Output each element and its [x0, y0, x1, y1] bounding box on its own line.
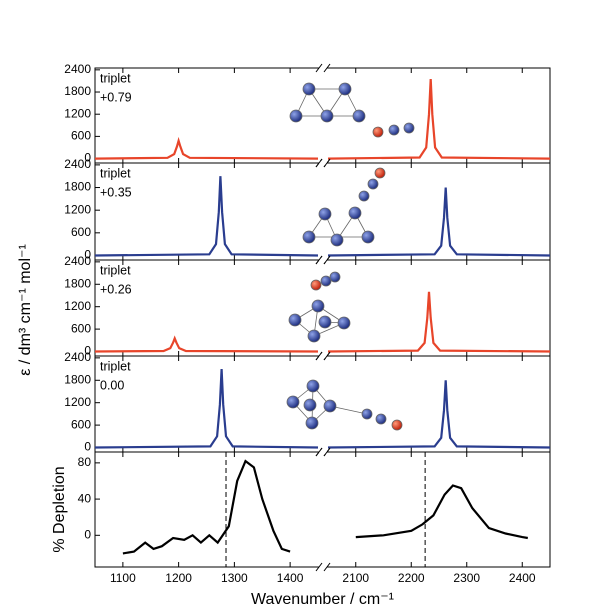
- y-tick-label: 0: [84, 440, 91, 454]
- panel-label: triplet: [100, 166, 131, 180]
- spectrum-line: [94, 369, 551, 449]
- panel-sublabel: 0.00: [100, 378, 124, 392]
- y-tick-label: 600: [71, 321, 91, 335]
- x-tick-label: 2200: [398, 571, 425, 585]
- y-tick-label: 600: [71, 417, 91, 431]
- y-axis-title: % Depletion: [51, 466, 68, 552]
- y-tick-label: 0: [84, 248, 91, 262]
- spectrum-line: [94, 291, 551, 353]
- y-tick-label: 0: [84, 151, 91, 165]
- panel-frame: [94, 451, 551, 568]
- y-tick-label: 1800: [64, 276, 91, 290]
- axis-break-gap: [319, 161, 327, 165]
- panel-sublabel: +0.26: [100, 282, 132, 296]
- y-tick-label: 2400: [64, 157, 91, 171]
- axis-break: [315, 447, 323, 457]
- axis-break-gap: [319, 258, 327, 262]
- x-tick-label: 2400: [509, 571, 536, 585]
- x-tick-label: 1400: [277, 571, 304, 585]
- axis-break: [315, 351, 323, 361]
- y-tick-label: 40: [78, 491, 92, 505]
- y-tick-label: 1200: [64, 106, 91, 120]
- x-tick-label: 1200: [165, 571, 192, 585]
- axis-break-gap: [319, 450, 327, 454]
- axis-break-gap: [319, 66, 327, 70]
- y-tick-label: 2400: [64, 254, 91, 268]
- axis-break-gap: [319, 354, 327, 358]
- y-tick-label: 2400: [64, 62, 91, 76]
- y-tick-label: 600: [71, 129, 91, 143]
- x-tick-label: 1300: [221, 571, 248, 585]
- y-tick-label: 0: [84, 527, 91, 541]
- panel-frame: [94, 355, 551, 453]
- y-tick-label: 1200: [64, 202, 91, 216]
- x-tick-label: 2300: [453, 571, 480, 585]
- y-tick-label: 600: [71, 225, 91, 239]
- y-tick-label: 1800: [64, 372, 91, 386]
- axis-break: [315, 63, 323, 73]
- axis-break-gap: [319, 565, 327, 569]
- y-tick-label: 2400: [64, 350, 91, 364]
- y-tick-label: 0: [84, 344, 91, 358]
- y-tick-label: 1800: [64, 180, 91, 194]
- axis-break: [323, 255, 331, 265]
- y-tick-label: 1200: [64, 395, 91, 409]
- x-tick-label: 1100: [110, 571, 136, 585]
- panel-label: triplet: [100, 263, 131, 277]
- axis-break: [323, 447, 331, 457]
- axis-break: [323, 158, 331, 168]
- panel-label: triplet: [100, 359, 131, 373]
- y-tick-label: 1800: [64, 84, 91, 98]
- axis-break: [323, 562, 331, 572]
- y-tick-label: 1200: [64, 299, 91, 313]
- spectrum-line: [94, 176, 551, 257]
- x-tick-label: 2100: [342, 571, 369, 585]
- spectrum-line: [122, 459, 528, 555]
- y-axis-title: ε / dm³ cm⁻¹ mol⁻¹: [17, 244, 34, 376]
- spectrum-line: [94, 79, 551, 160]
- molecules: [286, 82, 415, 431]
- axis-break: [323, 63, 331, 73]
- axis-break: [315, 158, 323, 168]
- panel-sublabel: +0.79: [100, 90, 132, 104]
- x-axis-title: Wavenumber / cm⁻¹: [251, 591, 394, 608]
- panel-label: triplet: [100, 71, 131, 85]
- axis-break: [315, 255, 323, 265]
- panel-sublabel: +0.35: [100, 185, 132, 199]
- axis-break: [323, 351, 331, 361]
- y-tick-label: 80: [78, 455, 92, 469]
- axis-break: [315, 562, 323, 572]
